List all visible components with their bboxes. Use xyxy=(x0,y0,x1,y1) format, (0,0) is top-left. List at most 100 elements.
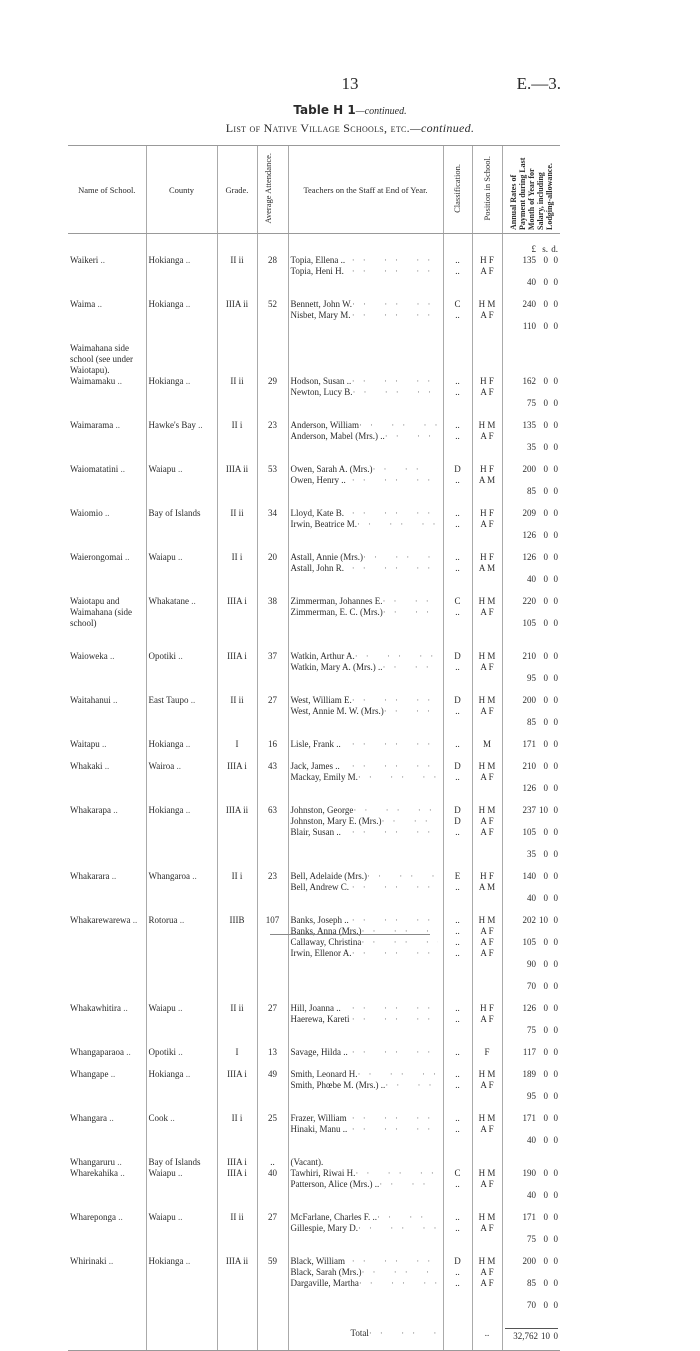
classification: .. xyxy=(455,1267,460,1277)
position: H M xyxy=(478,805,496,815)
salary: 200 0 0 xyxy=(505,695,559,717)
county xyxy=(145,343,217,376)
salary-shillings: 0 xyxy=(543,651,549,661)
leader-dots: ·· ·· ·· xyxy=(381,816,439,826)
classification-cell: .... xyxy=(442,1113,472,1157)
teachers-cell: Lisle, Frank .. ·· ·· ·· xyxy=(287,739,443,761)
leader-dots: ·· ·· ·· xyxy=(366,871,438,881)
position: A F xyxy=(480,519,494,529)
classification-cell: .... xyxy=(442,1212,472,1256)
salary: 85 0 0 xyxy=(505,486,559,508)
teacher-name: Hill, Joanna .. xyxy=(290,1003,341,1013)
salary: 220 0 0 xyxy=(505,596,559,618)
position: A F xyxy=(480,948,494,958)
classification-cell: C.. xyxy=(442,596,472,651)
school-name: Whangaparaoa xyxy=(68,1047,146,1069)
salary-cell: 126 0 0 40 0 0 xyxy=(501,552,560,596)
position: H F xyxy=(480,376,494,386)
salary-pence: 0 xyxy=(553,651,559,661)
grade: IIIA ii xyxy=(216,1256,257,1322)
salary-pence: 0 xyxy=(553,508,559,518)
teacher-name: Black, Sarah (Mrs.) xyxy=(290,1267,362,1277)
school-name-text: Waioweka xyxy=(70,651,115,661)
attendance: 16 xyxy=(256,739,288,761)
salary-shillings: 0 xyxy=(543,530,549,540)
leader-dots: ·· ·· ·· xyxy=(351,761,439,771)
county-text: Hokianga xyxy=(149,805,191,815)
salary-cell: 200 0 0 85 0 0 xyxy=(501,464,560,508)
leader-dots: ·· ·· ·· xyxy=(351,475,439,485)
salary-shillings: 0 xyxy=(543,761,549,771)
leader-dots: ·· ·· ·· xyxy=(377,1212,438,1222)
teacher-name-line: Watkin, Arthur A. ·· ·· ·· xyxy=(291,651,441,662)
salary-cell: 171 0 0 75 0 0 xyxy=(501,1212,560,1256)
attendance: .. xyxy=(256,1157,288,1168)
school-name: Waimarama xyxy=(68,420,146,464)
teacher-name: Johnston, George xyxy=(290,805,354,815)
salary: 209 0 0 xyxy=(505,508,559,530)
leader-dots: ·· ·· ·· xyxy=(351,1113,439,1123)
school-row: Whangaruru Bay of Islands IIIA i..(Vacant)… xyxy=(68,1157,560,1168)
salary: 85 0 0 xyxy=(505,717,559,739)
salary-pence: 0 xyxy=(553,486,559,496)
salary: 75 0 0 xyxy=(505,1025,558,1047)
salary-shillings: 0 xyxy=(543,574,549,584)
teacher-name-line: Irwin, Ellenor A. ·· ·· ·· xyxy=(291,948,441,959)
salary-pounds: 126 xyxy=(522,552,537,562)
school-name: Waioweka xyxy=(68,651,146,695)
leader-dots: ·· ·· ·· xyxy=(354,651,439,661)
salary: 105 0 0 xyxy=(505,618,559,640)
county-text: Whakatane xyxy=(149,596,196,606)
salary-shillings: 0 xyxy=(543,277,549,287)
county: Hokianga xyxy=(145,376,217,420)
classification: D xyxy=(454,805,461,815)
salary-pence: 0 xyxy=(553,299,559,309)
attendance: 25 xyxy=(256,1113,288,1157)
grade: II ii xyxy=(216,695,257,739)
school-name-text: Whirinaki xyxy=(70,1256,113,1266)
empty-cell xyxy=(145,1342,217,1351)
page-number: 13 xyxy=(341,74,359,93)
total-salary: 32,762 10 0 xyxy=(504,1328,558,1342)
leader-dots: ·· ·· ·· xyxy=(358,1223,439,1233)
col-attendance-label: Average Attendance. xyxy=(262,153,273,224)
classification: D xyxy=(454,816,461,826)
school-name-text: Waiomatatini xyxy=(70,464,125,474)
county-text: Hokianga xyxy=(149,1069,191,1079)
grade xyxy=(216,343,257,376)
position: H F xyxy=(480,255,494,265)
county: Hokianga xyxy=(145,1069,217,1113)
teachers-cell: McFarlane, Charles F. ..·· ·· ·· Gillesp… xyxy=(287,1212,443,1256)
table-subtitle-cont: —continued. xyxy=(409,121,475,135)
salary-cell: 200 0 0 85 0 0 70 0 0 xyxy=(501,1256,560,1322)
salary-pounds: 126 xyxy=(522,1003,537,1013)
classification: .. xyxy=(455,563,460,573)
teacher-name: Dargaville, Martha xyxy=(290,1278,359,1288)
school-name: Waiomio xyxy=(68,508,146,552)
salary-pence: 0 xyxy=(553,717,559,727)
county: Waiapu xyxy=(145,1003,217,1047)
leader-dots: ·· ·· ·· xyxy=(353,805,439,815)
classification: .. xyxy=(455,607,460,617)
salary-pence: 0 xyxy=(553,959,559,969)
salary-pence: 0 xyxy=(553,277,559,287)
leader-dots: ·· ·· ·· xyxy=(363,552,439,562)
salary-shillings: 0 xyxy=(543,552,549,562)
classification-cell: C.. xyxy=(442,1168,472,1212)
teacher-name-line: Frazer, William ·· ·· ·· xyxy=(291,1113,441,1124)
position: H M xyxy=(478,761,496,771)
salary-pence: 0 xyxy=(553,893,559,903)
salary-cell: 171 0 0 40 0 0 xyxy=(501,1113,560,1157)
salary-shillings: 0 xyxy=(543,893,549,903)
teacher-name: McFarlane, Charles F. .. xyxy=(290,1212,378,1222)
col-classification: Classification. xyxy=(442,145,472,234)
native-schools-table: Name of School. County Grade. Average At… xyxy=(68,145,560,1351)
salary-pence: 0 xyxy=(553,871,559,881)
teacher-name-line: Lisle, Frank .. ·· ·· ·· xyxy=(291,739,441,750)
salary-pence: 0 xyxy=(553,937,559,947)
leader-dots: ·· ·· ·· xyxy=(382,596,438,606)
